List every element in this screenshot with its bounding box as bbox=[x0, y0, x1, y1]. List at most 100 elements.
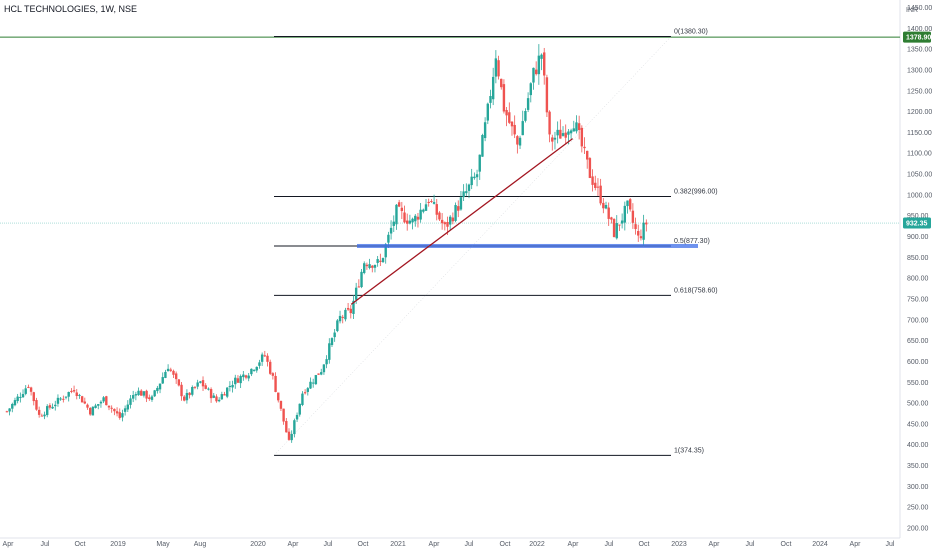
candle-body bbox=[354, 287, 358, 300]
candle bbox=[325, 355, 328, 369]
candle bbox=[48, 403, 52, 410]
candle bbox=[392, 215, 395, 233]
candle-body bbox=[298, 403, 301, 415]
candle bbox=[40, 413, 44, 417]
time-axis[interactable]: Apr Jul Oct 2019 May Aug 2020 Apr Jul Oct 2021 Apr J… bbox=[3, 541, 895, 548]
candle bbox=[588, 157, 592, 179]
candle bbox=[406, 213, 409, 231]
candle-body bbox=[505, 110, 508, 116]
candle-body bbox=[56, 397, 60, 404]
candle bbox=[556, 121, 559, 144]
candle-body bbox=[349, 308, 352, 314]
candle-body bbox=[137, 390, 140, 396]
candle-body bbox=[91, 406, 95, 416]
candle-body bbox=[115, 411, 119, 414]
time-tick-label: 2021 bbox=[390, 541, 406, 548]
fib-level-label: 1(374.35) bbox=[674, 447, 704, 454]
candle bbox=[524, 108, 527, 123]
candle bbox=[277, 392, 280, 403]
candle bbox=[271, 372, 275, 380]
candle bbox=[604, 201, 608, 210]
candle-body bbox=[532, 67, 535, 83]
candle-body bbox=[473, 176, 476, 179]
candle-body bbox=[521, 121, 524, 136]
candle bbox=[212, 392, 215, 399]
candle-body bbox=[344, 309, 347, 320]
candle bbox=[161, 372, 164, 385]
price-tick-label: 200.00 bbox=[907, 526, 929, 533]
candle bbox=[64, 396, 68, 400]
price-tick-label: 800.00 bbox=[907, 276, 929, 283]
candle bbox=[645, 219, 648, 232]
candle-body bbox=[140, 390, 143, 396]
candle bbox=[465, 183, 468, 196]
candle-body bbox=[19, 396, 22, 398]
time-tick-label: Apr bbox=[429, 541, 441, 548]
price-tick-label: 1000.00 bbox=[907, 192, 932, 199]
candle bbox=[454, 202, 457, 223]
candle bbox=[263, 350, 267, 357]
candle-body bbox=[586, 150, 589, 160]
candle-body bbox=[279, 400, 283, 409]
candle bbox=[274, 372, 277, 393]
candle bbox=[247, 372, 250, 382]
candle-body bbox=[183, 396, 186, 401]
price-tick-label: 900.00 bbox=[907, 234, 929, 241]
fibonacci-retracement[interactable]: 0(1380.30) 0.382(996.00) 0.5(877.30) 0.618(… bbox=[273, 29, 718, 456]
price-axis[interactable]: 200.00 250.00 300.00 350.00 400.00 450.00 500.… bbox=[907, 5, 932, 533]
candle-body bbox=[94, 405, 97, 408]
candle bbox=[306, 386, 310, 396]
time-tick-label: Oct bbox=[500, 541, 511, 548]
candle bbox=[282, 408, 285, 425]
candle bbox=[591, 169, 594, 192]
candle-body bbox=[470, 176, 473, 186]
candle-body bbox=[516, 136, 519, 145]
candle-body bbox=[24, 388, 27, 394]
candle-body bbox=[223, 394, 226, 396]
price-tick-label: 750.00 bbox=[907, 296, 929, 303]
candle-body bbox=[59, 398, 62, 400]
candle-body bbox=[193, 386, 197, 388]
candle-body bbox=[121, 413, 124, 418]
candle bbox=[290, 430, 293, 443]
candle-body bbox=[360, 271, 363, 288]
candle bbox=[610, 216, 613, 224]
candle-body bbox=[293, 420, 296, 435]
candle bbox=[153, 389, 156, 398]
candle-body bbox=[454, 205, 457, 221]
candle-body bbox=[400, 207, 404, 212]
candle-body bbox=[16, 396, 19, 402]
candle-body bbox=[156, 387, 159, 392]
candle bbox=[371, 264, 374, 273]
support-zone[interactable] bbox=[357, 243, 698, 248]
candle bbox=[223, 391, 226, 396]
candle bbox=[440, 213, 444, 230]
candle bbox=[231, 380, 234, 393]
candle bbox=[521, 110, 524, 136]
candle bbox=[540, 53, 543, 71]
candle bbox=[115, 407, 119, 417]
candle bbox=[59, 396, 62, 401]
candle bbox=[204, 383, 207, 390]
candle-body bbox=[341, 316, 344, 318]
candle bbox=[199, 380, 202, 384]
price-tick-label: 350.00 bbox=[907, 463, 929, 470]
candle bbox=[486, 102, 490, 125]
candle-body bbox=[244, 375, 248, 378]
candle-body bbox=[201, 380, 205, 387]
candle-body bbox=[228, 385, 232, 388]
candle bbox=[322, 363, 326, 375]
candle-body bbox=[29, 387, 33, 392]
candle bbox=[220, 391, 224, 400]
candle bbox=[529, 82, 532, 103]
candle bbox=[209, 387, 213, 403]
drawing-overlays[interactable] bbox=[350, 138, 698, 305]
trendline[interactable] bbox=[350, 138, 574, 305]
chart-title: HCL TECHNOLOGIES, 1W, NSE bbox=[4, 4, 137, 14]
candle-body bbox=[166, 368, 170, 372]
candle-body bbox=[518, 137, 522, 146]
candle bbox=[553, 131, 557, 150]
candle-body bbox=[618, 224, 621, 226]
candle-body bbox=[604, 204, 608, 209]
